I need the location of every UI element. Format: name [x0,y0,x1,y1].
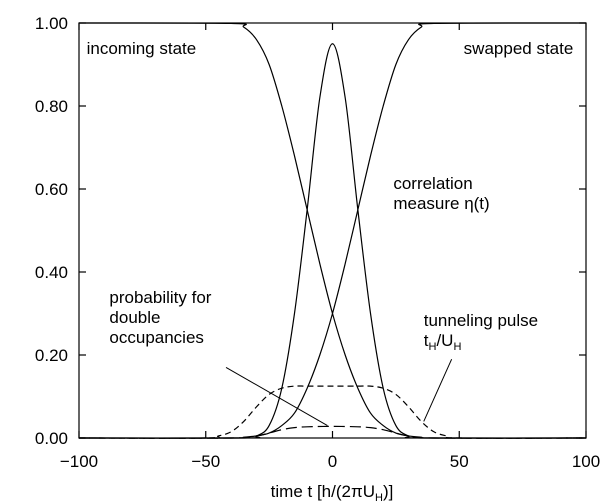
x-tick-label: −50 [191,452,220,471]
annotation-3-line-1: double [109,308,160,327]
series-line-3 [78,385,587,439]
annotations: incoming state swapped state correlationme… [87,39,574,353]
y-tick-label: 0.20 [35,346,68,365]
axis-tick-labels: −100 −50 0 50 100 0.00 0.20 0.40 0.60 0.80 1.00 [35,14,600,471]
plot-area-frame [78,22,587,439]
series-line-1 [78,22,587,439]
series-line-2 [78,43,587,439]
leader-line-0 [225,367,328,426]
y-tick-label: 0.00 [35,429,68,448]
x-tick-label: 0 [328,452,337,471]
x-tick-label: −100 [60,452,98,471]
annotation-3-line-2: occupancies [109,328,204,347]
annotation-4-line-0: tunneling pulse [424,311,538,330]
x-axis-label: time t [h/(2πUH​)] [271,482,394,504]
y-tick-label: 0.80 [35,97,68,116]
y-tick-label: 1.00 [35,14,68,33]
annotation-2-line-1: measure η(t) [393,194,489,213]
series-line-0 [78,22,587,439]
y-tick-label: 0.40 [35,263,68,282]
annotation-3-line-0: probability for [109,288,211,307]
series-curves [78,22,587,439]
x-tick-label: 100 [572,452,600,471]
annotation-4-line-1: tH​/UH​ [424,331,462,353]
series-line-4 [78,425,587,439]
annotation-0-line-0: incoming state [87,39,197,58]
annotation-leaders [225,358,453,426]
axis-ticks [78,22,587,439]
annotation-1-line-0: swapped state [464,39,574,58]
annotation-2-line-0: correlation [393,174,472,193]
x-tick-label: 50 [450,452,469,471]
y-tick-label: 0.60 [35,180,68,199]
leader-line-1 [423,358,453,422]
